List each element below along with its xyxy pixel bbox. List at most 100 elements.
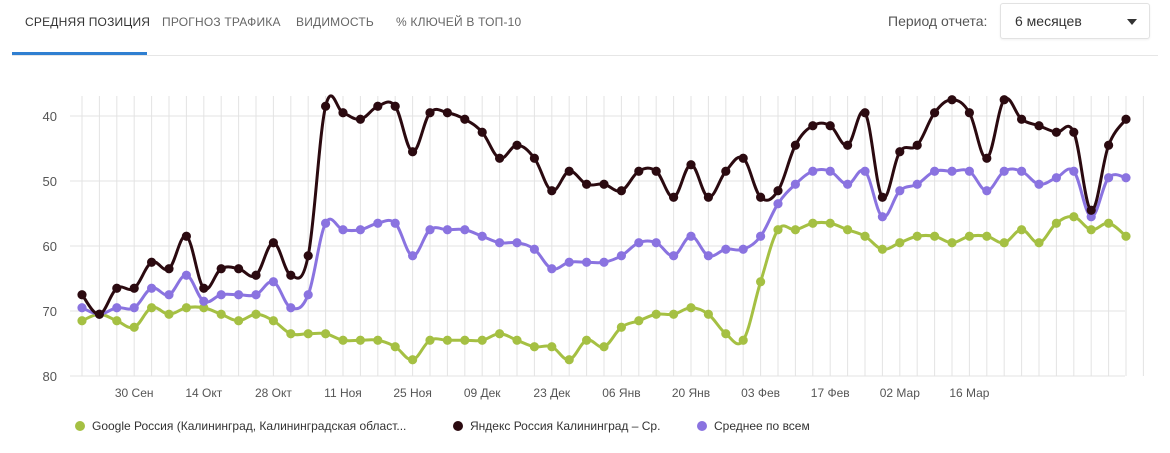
tab-top10-keys[interactable]: % КЛЮЧЕЙ В ТОП-10: [396, 15, 522, 29]
data-point-avg: [756, 231, 766, 241]
data-point-yandex: [338, 108, 348, 118]
data-point-avg: [738, 244, 748, 254]
data-point-yandex: [564, 166, 574, 176]
data-point-avg: [790, 179, 801, 189]
data-point-avg: [495, 238, 505, 248]
data-point-yandex: [425, 108, 435, 118]
data-point-yandex: [373, 101, 383, 111]
tabs-divider: [12, 55, 1158, 56]
data-point-yandex: [825, 121, 835, 131]
data-point-google: [1069, 212, 1079, 222]
data-point-google: [843, 225, 853, 235]
data-point-yandex: [268, 238, 278, 248]
data-point-avg: [912, 179, 922, 189]
x-tick-label: 17 Фев: [811, 386, 850, 400]
data-point-avg: [825, 166, 835, 176]
data-point-yandex: [94, 309, 104, 319]
data-point-avg: [529, 244, 540, 254]
legend-label-yandex: Яндекс Россия Калининград – Ср.: [470, 419, 661, 433]
data-point-google: [338, 335, 348, 345]
data-point-avg: [843, 179, 853, 189]
data-point-yandex: [129, 283, 139, 293]
data-point-google: [373, 335, 383, 345]
data-point-google: [286, 329, 296, 339]
data-point-google: [390, 342, 400, 352]
data-point-yandex: [895, 147, 905, 157]
x-tick-label: 03 Фев: [741, 386, 780, 400]
data-point-google: [686, 303, 696, 313]
x-tick-label: 23 Дек: [533, 386, 570, 400]
period-select[interactable]: 6 месяцев: [1000, 3, 1150, 39]
data-point-avg: [808, 166, 818, 176]
data-point-google: [512, 335, 522, 345]
data-point-avg: [703, 251, 714, 261]
data-point-yandex: [477, 127, 487, 137]
data-point-yandex: [442, 108, 452, 118]
chevron-down-icon: [1127, 19, 1137, 25]
tab-visibility[interactable]: ВИДИМОСТЬ: [296, 15, 374, 29]
data-point-google: [355, 335, 365, 345]
legend-item-google[interactable]: Google Россия (Калининград, Калининградс…: [75, 419, 406, 437]
data-point-google: [425, 335, 435, 345]
data-point-yandex: [738, 153, 748, 163]
data-point-yandex: [303, 251, 313, 261]
data-point-yandex: [1069, 127, 1079, 137]
data-point-yandex: [1034, 121, 1044, 131]
data-point-avg: [512, 238, 522, 248]
data-point-google: [912, 231, 922, 241]
x-tick-label: 25 Ноя: [393, 386, 432, 400]
data-point-yandex: [512, 140, 522, 150]
data-point-avg: [982, 186, 992, 196]
data-point-google: [199, 303, 209, 313]
data-point-avg: [1121, 173, 1131, 183]
y-tick-label: 70: [43, 304, 57, 319]
data-point-avg: [564, 257, 574, 267]
data-point-avg: [303, 290, 313, 300]
data-point-avg: [999, 166, 1009, 176]
data-point-google: [790, 225, 801, 235]
data-point-yandex: [669, 192, 679, 202]
data-point-avg: [930, 166, 940, 176]
tab-average-position[interactable]: СРЕДНЯЯ ПОЗИЦИЯ: [25, 15, 151, 29]
period-label: Период отчета:: [888, 13, 988, 29]
data-point-avg: [1104, 173, 1114, 183]
data-point-avg: [147, 283, 157, 293]
data-point-avg: [773, 199, 783, 209]
data-point-yandex: [1051, 127, 1061, 137]
data-point-yandex: [495, 153, 505, 163]
data-point-google: [634, 316, 644, 326]
data-point-yandex: [773, 186, 783, 196]
data-point-avg: [373, 218, 383, 228]
data-point-avg: [216, 290, 226, 300]
data-point-google: [808, 218, 818, 228]
data-point-google: [529, 342, 540, 352]
x-tick-label: 09 Дек: [464, 386, 501, 400]
y-tick-label: 60: [43, 239, 57, 254]
data-point-avg: [599, 257, 609, 267]
report-tabs: СРЕДНЯЯ ПОЗИЦИЯ ПРОГНОЗ ТРАФИКА ВИДИМОСТ…: [0, 0, 1170, 56]
y-tick-label: 80: [43, 369, 57, 384]
legend-item-average[interactable]: Среднее по всем: [697, 419, 810, 437]
data-point-yandex: [964, 108, 975, 118]
x-tick-label: 02 Мар: [880, 386, 920, 400]
data-point-avg: [582, 257, 592, 267]
data-point-yandex: [721, 166, 731, 176]
data-point-google: [181, 303, 191, 313]
legend-dot-google: [75, 420, 85, 431]
data-point-google: [303, 329, 313, 339]
data-point-google: [721, 329, 731, 339]
legend-label-average: Среднее по всем: [714, 419, 810, 433]
data-point-avg: [1086, 212, 1096, 222]
legend-item-yandex[interactable]: Яндекс Россия Калининград – Ср.: [453, 419, 660, 437]
data-point-google: [930, 231, 940, 241]
position-chart: 40 50 60 70 80 30 Сен 14 Окт 28 Окт 11 Ноя 25 Ноя…: [43, 94, 1144, 400]
tab-traffic-forecast[interactable]: ПРОГНОЗ ТРАФИКА: [162, 15, 281, 29]
data-point-google: [999, 238, 1009, 248]
data-point-google: [860, 231, 870, 241]
data-point-avg: [442, 225, 452, 235]
data-point-google: [234, 316, 244, 326]
data-point-google: [129, 322, 139, 332]
x-tick-label: 20 Янв: [672, 386, 710, 400]
data-point-yandex: [582, 179, 592, 189]
x-tick-label: 28 Окт: [255, 386, 292, 400]
